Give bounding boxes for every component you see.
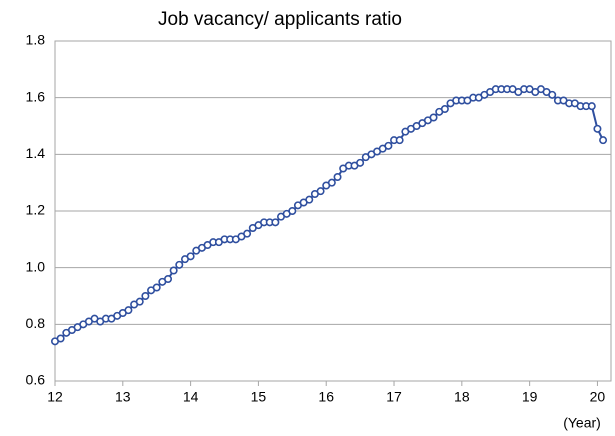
data-point <box>587 102 596 111</box>
y-tick-label: 1.8 <box>26 32 46 48</box>
chart-title: Job vacancy/ applicants ratio <box>158 9 402 30</box>
data-point <box>429 113 438 122</box>
plot-frame <box>54 40 612 382</box>
data-point <box>548 90 557 99</box>
x-axis-label: (Year) <box>563 415 601 431</box>
data-point <box>271 218 280 227</box>
x-tick-label: 17 <box>386 389 402 405</box>
data-point <box>440 105 449 114</box>
data-point <box>288 207 297 216</box>
data-point <box>135 297 144 306</box>
x-tick-label: 20 <box>590 389 606 405</box>
x-tick-label: 19 <box>522 389 538 405</box>
data-point <box>243 229 252 238</box>
data-point <box>186 252 195 261</box>
y-tick-label: 0.6 <box>26 372 46 388</box>
x-tick-label: 16 <box>318 389 334 405</box>
x-tick-label: 13 <box>115 389 131 405</box>
data-point <box>141 291 150 300</box>
data-point <box>356 158 365 167</box>
y-tick-label: 1.4 <box>26 145 46 161</box>
data-point <box>395 136 404 145</box>
data-point <box>169 266 178 275</box>
y-tick-label: 0.8 <box>26 315 46 331</box>
x-tick-label: 15 <box>251 389 267 405</box>
data-point <box>384 141 393 150</box>
data-point <box>333 173 342 182</box>
data-point <box>152 283 161 292</box>
y-tick-label: 1.6 <box>26 88 46 104</box>
data-point <box>305 195 314 204</box>
x-tick-label: 14 <box>183 389 199 405</box>
data-point <box>164 274 173 283</box>
data-point <box>593 124 602 133</box>
data-point <box>316 187 325 196</box>
data-point <box>56 334 65 343</box>
data-point <box>175 260 184 269</box>
x-tick-label: 12 <box>47 389 63 405</box>
data-point <box>327 178 336 187</box>
data-point <box>599 136 608 145</box>
x-tick-label: 18 <box>454 389 470 405</box>
y-tick-label: 1.2 <box>26 202 46 218</box>
data-point <box>124 306 133 315</box>
y-tick-label: 1.0 <box>26 258 46 274</box>
